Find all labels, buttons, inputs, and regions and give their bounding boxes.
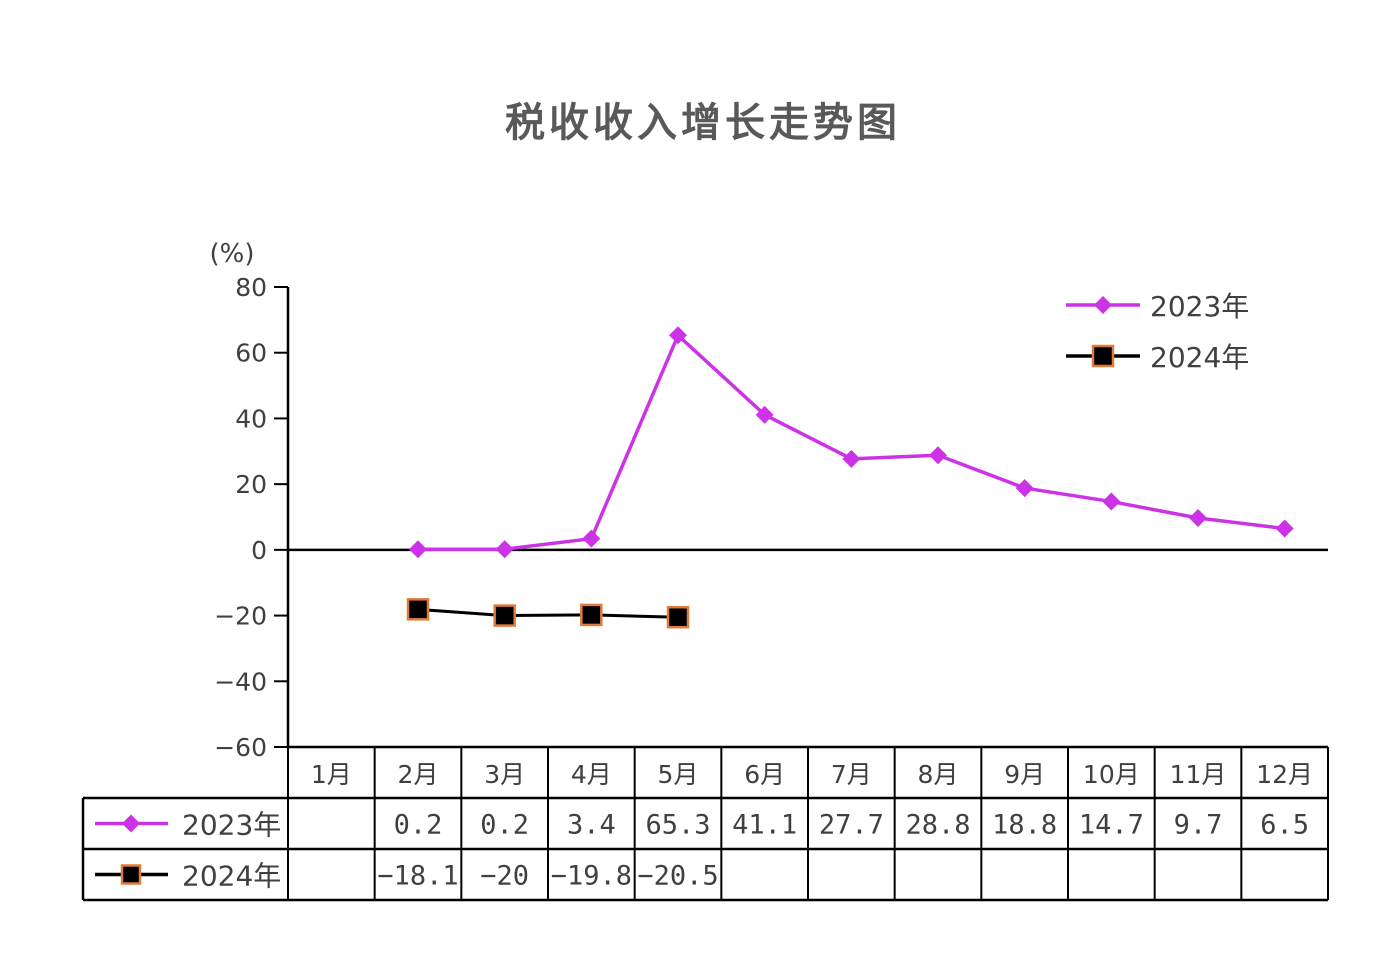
- data-point-diamond: [842, 449, 861, 468]
- chart-title: 税收收入增长走势图: [505, 100, 901, 146]
- table-value: −20.5: [637, 861, 718, 892]
- legend: 2023年 2024年: [1066, 290, 1249, 374]
- y-axis-unit-label: (%): [210, 239, 255, 269]
- data-point-diamond: [1015, 479, 1034, 498]
- table-value: 65.3: [645, 810, 710, 841]
- data-point-diamond: [1275, 519, 1294, 538]
- data-point-diamond: [929, 446, 947, 465]
- data-point-diamond: [582, 529, 601, 548]
- table-value: 18.8: [992, 810, 1057, 841]
- x-category-label: 11月: [1170, 760, 1227, 789]
- x-category-label: 8月: [918, 760, 959, 789]
- y-tick-label: −40: [214, 667, 267, 696]
- table-value: 6.5: [1260, 810, 1309, 841]
- data-point-square: [493, 604, 516, 627]
- series-lines: [406, 326, 1294, 629]
- y-tick-label: 60: [235, 339, 267, 368]
- table-value: 0.2: [480, 810, 529, 841]
- series-line-1: [417, 607, 679, 619]
- table-value: 27.7: [819, 810, 884, 841]
- x-category-label: 6月: [744, 760, 785, 789]
- x-category-label: 9月: [1004, 760, 1045, 789]
- legend-label: 2023年: [1150, 290, 1249, 323]
- table-value: 14.7: [1079, 810, 1144, 841]
- x-category-label: 4月: [571, 760, 612, 789]
- x-category-label: 2月: [398, 760, 439, 789]
- table-legend-diamond: [122, 814, 140, 833]
- table-value: −19.8: [551, 861, 632, 892]
- table-value: −18.1: [377, 861, 458, 892]
- data-table: 1月 2月 3月 4月 5月 6月 7月 8月 9月 10月 11月 12月 2023年 0.2 0.2 3.…: [81, 745, 1329, 902]
- x-category-label: 3月: [484, 760, 525, 789]
- x-category-label: 5月: [658, 760, 699, 789]
- y-axis: 80 60 40 20 0 −20 −40 −60: [214, 273, 1328, 762]
- data-point-diamond: [669, 326, 687, 345]
- legend-marker-diamond: [1094, 296, 1112, 314]
- x-category-label: 10月: [1083, 760, 1140, 789]
- table-value: −20: [480, 861, 529, 892]
- table-value: 3.4: [567, 810, 616, 841]
- data-point-diamond: [1102, 492, 1121, 511]
- table-value: 0.2: [394, 810, 443, 841]
- data-point-square: [666, 605, 690, 629]
- legend-label: 2024年: [1150, 341, 1249, 374]
- table-value: 9.7: [1174, 810, 1223, 841]
- y-tick-label: −60: [214, 733, 267, 762]
- data-point-diamond: [755, 405, 774, 424]
- table-row-label: 2023年: [182, 809, 281, 842]
- x-category-label: 12月: [1256, 760, 1313, 789]
- table-row-label: 2024年: [182, 860, 281, 893]
- table-legend-square: [120, 864, 142, 885]
- y-tick-label: 20: [235, 470, 267, 499]
- x-category-label: 7月: [831, 760, 872, 789]
- table-value: 28.8: [905, 810, 970, 841]
- data-point-diamond: [409, 540, 427, 559]
- legend-marker-square: [1091, 344, 1115, 368]
- y-tick-label: 0: [251, 536, 267, 565]
- data-point-diamond: [495, 540, 514, 559]
- y-tick-label: −20: [214, 602, 267, 631]
- x-category-label: 1月: [311, 760, 352, 789]
- table-value: 41.1: [732, 810, 797, 841]
- data-point-square: [580, 603, 603, 627]
- y-tick-label: 40: [235, 404, 267, 433]
- y-tick-label: 80: [235, 273, 267, 302]
- data-point-diamond: [1189, 508, 1207, 527]
- data-point-square: [406, 598, 430, 621]
